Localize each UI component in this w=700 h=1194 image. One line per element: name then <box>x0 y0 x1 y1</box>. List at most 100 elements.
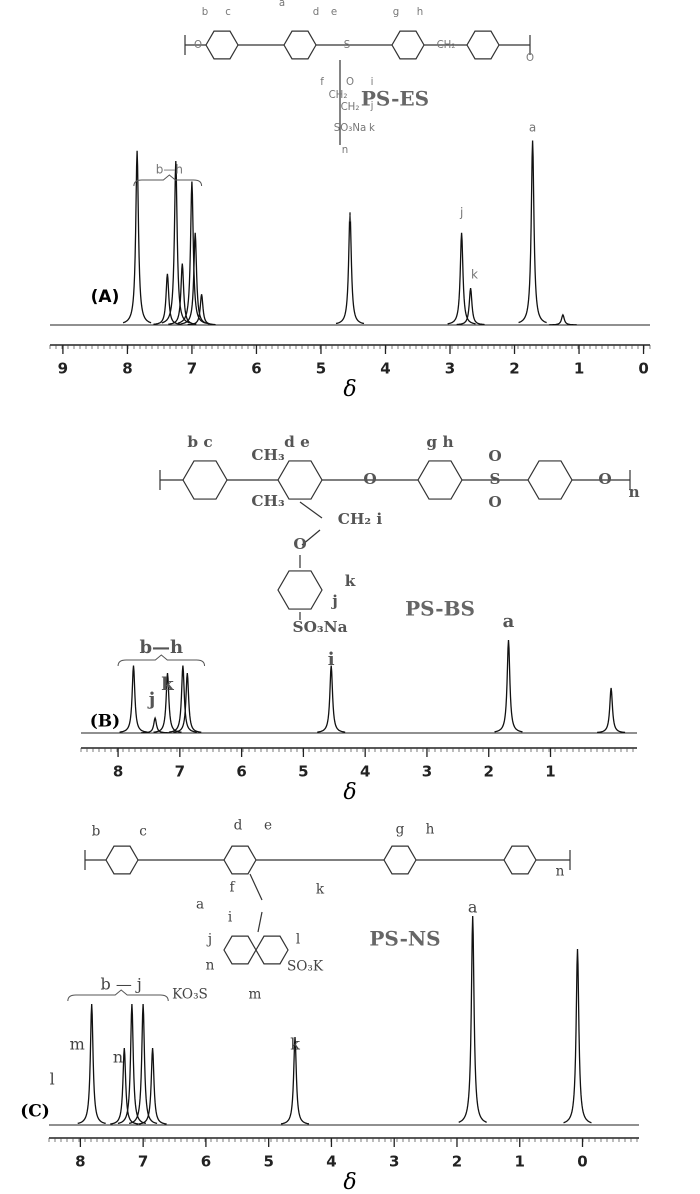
structure-label: c <box>139 824 147 840</box>
structure-label: j <box>330 592 338 610</box>
structure-label: b <box>92 824 101 840</box>
structure-label: i <box>228 910 233 926</box>
benzene-ring <box>391 30 425 60</box>
structure-label: k <box>345 572 356 590</box>
x-axis-label: δ <box>343 1170 356 1194</box>
x-tick-label: 3 <box>422 763 432 781</box>
peak-label: j <box>459 206 463 220</box>
x-tick-label: 2 <box>452 1153 462 1171</box>
spectrum-peak <box>168 263 197 325</box>
structure-label: n <box>342 145 348 156</box>
structure-label: a <box>196 897 204 913</box>
polymer-name: PS-ES <box>361 87 429 111</box>
peak-label: n <box>113 1048 123 1067</box>
spectrum-peak <box>141 716 170 734</box>
spectrum-peak <box>597 687 626 734</box>
structure-label: n <box>628 483 639 501</box>
benzene-ring <box>223 935 257 965</box>
structure-bond <box>301 529 321 546</box>
x-tick-label: 5 <box>298 763 308 781</box>
spectrum-peak <box>280 1036 310 1125</box>
benzene-ring <box>223 845 257 875</box>
x-tick-label: 5 <box>263 1153 273 1171</box>
x-tick-label: 6 <box>201 1153 211 1171</box>
structure-label: O <box>293 535 306 553</box>
benzene-ring <box>417 460 463 500</box>
peak-label: a <box>468 898 478 917</box>
polymer-name: PS-BS <box>405 597 475 621</box>
x-tick-label: 3 <box>445 360 455 378</box>
peak-label: l <box>50 1070 55 1089</box>
structure-label: k <box>316 882 325 898</box>
structure-label: h <box>417 7 423 18</box>
panel-label: (B) <box>90 712 120 732</box>
spectrum-peak <box>117 1003 147 1125</box>
structure-label: c <box>225 7 231 18</box>
spectrum-peak <box>77 1003 106 1125</box>
x-tick-label: 1 <box>545 763 555 781</box>
structure-label: a <box>279 0 285 9</box>
x-tick-label: 8 <box>113 763 123 781</box>
x-tick-label: 7 <box>187 360 197 378</box>
structure-label: O <box>194 40 202 51</box>
structure-label: k <box>369 123 375 134</box>
x-tick-label: 4 <box>360 763 370 781</box>
x-tick-label: 6 <box>236 763 246 781</box>
spectrum-peak <box>548 313 577 326</box>
structure-label: d <box>234 818 243 834</box>
x-tick-label: 6 <box>251 360 261 378</box>
structure-label: m <box>249 987 262 1003</box>
spectrum-peak <box>563 948 592 1124</box>
spectrum-peak <box>128 1003 158 1125</box>
spectrum-peak <box>173 672 202 733</box>
x-tick-label: 3 <box>389 1153 399 1171</box>
spectrum-peak <box>317 665 346 733</box>
x-tick-label: 8 <box>122 360 132 378</box>
structure-label: b c <box>187 433 212 451</box>
x-tick-label: 9 <box>58 360 68 378</box>
structure-label: e <box>331 7 337 18</box>
x-tick-label: 2 <box>509 360 519 378</box>
benzene-ring <box>277 460 323 500</box>
structure-label: CH₃ <box>251 446 285 464</box>
structure-label: e <box>264 818 272 834</box>
spectrum-peak <box>122 150 152 324</box>
benzene-ring <box>205 30 239 60</box>
structure-label: SO₃Na <box>293 618 348 636</box>
structure-bond <box>257 911 263 933</box>
structure-label: n <box>556 864 565 880</box>
peak-label: k <box>290 1035 300 1054</box>
structure-label: S <box>489 470 500 488</box>
x-tick-label: 1 <box>574 360 584 378</box>
structure-label: O <box>488 447 501 465</box>
structure-label: O <box>346 77 354 88</box>
spectrum-peak <box>335 212 365 325</box>
peak-label: j <box>147 689 156 710</box>
structure-label: S <box>344 40 350 51</box>
spectrum-peak <box>168 665 197 733</box>
x-tick-label: 0 <box>638 360 648 378</box>
structure-label: O <box>598 470 611 488</box>
structure-label: SO₃K <box>287 959 324 975</box>
benzene-ring <box>503 845 537 875</box>
spectrum-peak <box>494 639 523 733</box>
structure-label: O <box>488 493 501 511</box>
brace <box>133 174 203 187</box>
peak-label: a <box>529 121 536 135</box>
structure-label: O <box>363 470 376 488</box>
structure-label: h <box>426 822 435 838</box>
peak-label: i <box>348 211 351 225</box>
x-axis-label: δ <box>343 377 356 402</box>
structure-label: f <box>229 880 235 896</box>
spectrum-peak <box>161 160 191 324</box>
peak-label: b—h <box>156 163 183 177</box>
structure-label: d e <box>284 433 310 451</box>
peak-label: b—h <box>139 637 183 658</box>
spectrum-peak <box>456 288 485 326</box>
peak-label: i <box>328 649 335 670</box>
structure-bond <box>299 501 323 519</box>
structure-label: d <box>313 7 319 18</box>
benzene-ring <box>383 845 417 875</box>
x-tick-label: 2 <box>484 763 494 781</box>
